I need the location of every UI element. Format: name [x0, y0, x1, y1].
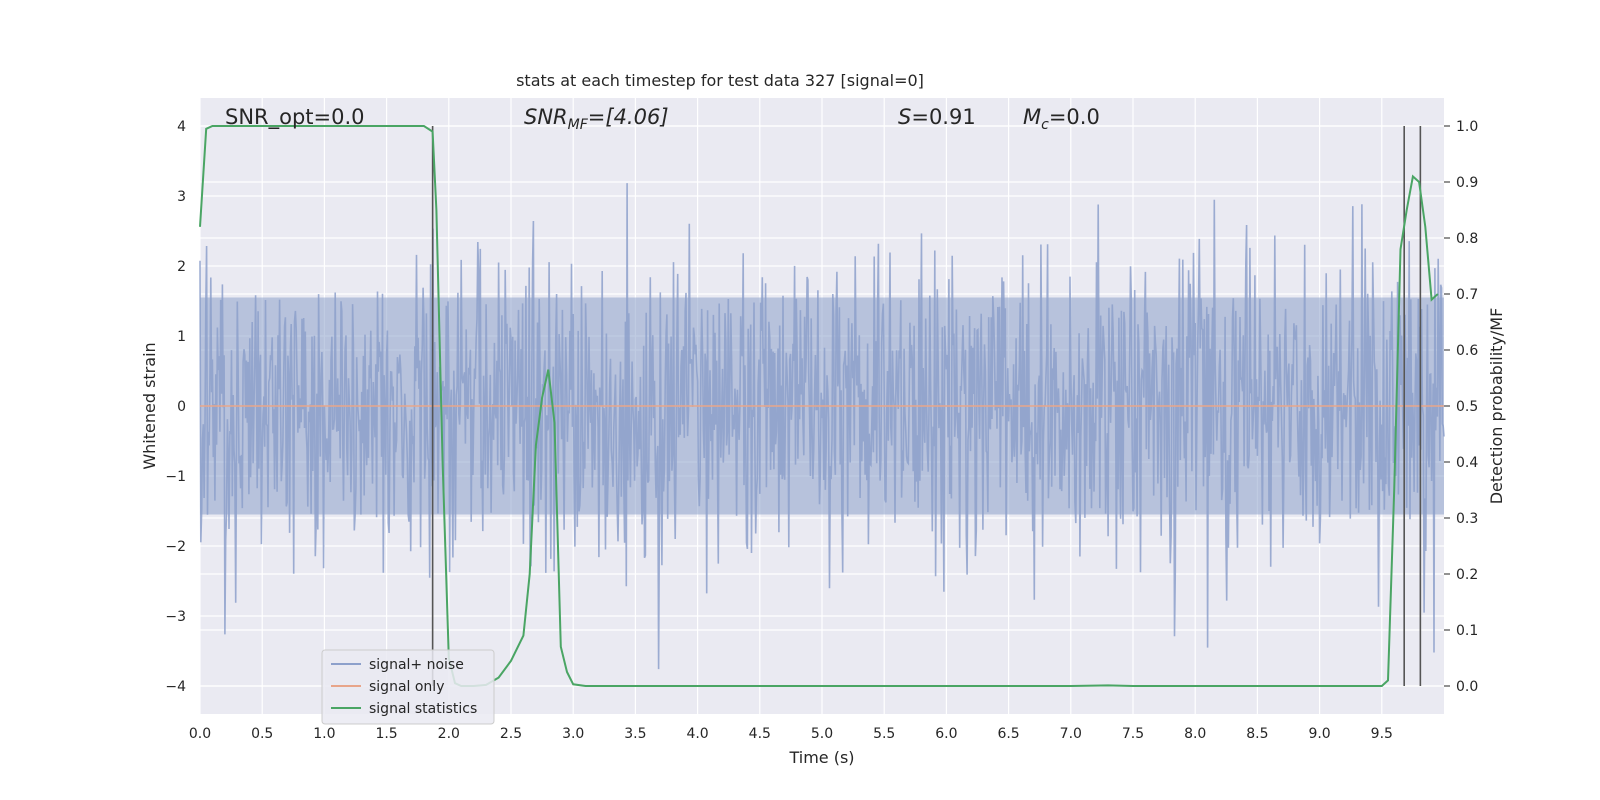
x-tick-label: 2.5 [500, 726, 522, 742]
x-tick-label: 2.0 [438, 726, 460, 742]
annotation-s: S=0.91 [898, 105, 976, 129]
x-tick-label: 6.0 [935, 726, 957, 742]
x-tick-label: 6.5 [997, 726, 1019, 742]
series-signal-statistics [199, 125, 1439, 687]
annotation-snr-mf: SNRMF=[4.06] [524, 105, 669, 133]
annotation-snr-mf-sub: MF [568, 117, 589, 133]
y-right-tick-label: 0.5 [1456, 399, 1478, 415]
x-tick-label: 4.0 [686, 726, 708, 742]
y-right-tick-label: 0.1 [1456, 623, 1478, 639]
y-right-tick-label: 0.8 [1456, 231, 1478, 247]
x-tick-label: 5.0 [811, 726, 833, 742]
chart-title: stats at each timestep for test data 327… [516, 71, 924, 90]
x-tick-label: 3.5 [624, 726, 646, 742]
x-axis-ticks: 0.0 0.5 1.0 1.5 2.0 2.5 3.0 3.5 4.0 4.5 5.0 5.5 6.0 6… [189, 726, 1393, 742]
annotation-mc: Mc=0.0 [1023, 105, 1100, 133]
x-tick-label: 8.5 [1246, 726, 1268, 742]
vertical-markers [431, 126, 1422, 686]
x-axis-label: Time (s) [788, 748, 854, 767]
y-right-tick-label: 1.0 [1456, 119, 1478, 135]
y-left-tick-label: −1 [165, 469, 186, 485]
annotation-snr-opt: SNR_opt=0.0 [225, 105, 365, 130]
x-tick-label: 1.0 [313, 726, 335, 742]
x-tick-label: 3.0 [562, 726, 584, 742]
annotation-mc-main: M [1023, 105, 1041, 129]
y-left-tick-label: −4 [165, 679, 186, 695]
y-right-tick-label: 0.6 [1456, 343, 1478, 359]
legend-label-signal-statistics: signal statistics [369, 701, 477, 717]
annotation-mc-sub: c [1041, 117, 1049, 133]
y-right-tick-label: 0.4 [1456, 455, 1478, 471]
x-tick-label: 9.0 [1308, 726, 1330, 742]
y-left-tick-label: 2 [177, 259, 186, 275]
annotation-snr-mf-value: =[4.06] [588, 105, 669, 129]
y-left-tick-label: −3 [165, 609, 186, 625]
legend: signal+ noise signal only signal statist… [321, 649, 495, 725]
y-left-tick-label: 4 [177, 119, 186, 135]
y-right-tick-label: 0.3 [1456, 511, 1478, 527]
x-tick-label: 0.0 [189, 726, 211, 742]
y-axis-right-label: Detection probability/MF [1487, 308, 1506, 505]
y-left-tick-label: 1 [177, 329, 186, 345]
y-left-tick-label: −2 [165, 539, 186, 555]
signal-statistics-line [199, 125, 1439, 687]
annotation-mc-value: =0.0 [1049, 105, 1100, 129]
y-axis-left-label: Whitened strain [140, 342, 159, 469]
x-tick-label: 9.5 [1371, 726, 1393, 742]
legend-label-signal-only: signal only [369, 679, 444, 695]
y-left-tick-label: 0 [177, 399, 186, 415]
y-axis-right-ticks: 0.0 0.1 0.2 0.3 0.4 0.5 0.6 0.7 0.8 0.9 1.0 [1444, 119, 1478, 695]
x-tick-label: 8.0 [1184, 726, 1206, 742]
annotation-snr-mf-main: SNR [524, 105, 568, 129]
x-tick-label: 5.5 [873, 726, 895, 742]
x-tick-label: 7.0 [1060, 726, 1082, 742]
y-right-tick-label: 0.2 [1456, 567, 1478, 583]
annotation-s-main: S [898, 105, 911, 129]
y-left-tick-label: 3 [177, 189, 186, 205]
y-right-tick-label: 0.9 [1456, 175, 1478, 191]
legend-box [321, 649, 495, 725]
x-tick-label: 7.5 [1122, 726, 1144, 742]
x-tick-label: 4.5 [749, 726, 771, 742]
annotation-s-value: =0.91 [911, 105, 975, 129]
legend-label-signal-noise: signal+ noise [369, 657, 464, 673]
y-axis-left-ticks: −4 −3 −2 −1 0 1 2 3 4 [165, 119, 186, 695]
x-tick-label: 1.5 [375, 726, 397, 742]
y-right-tick-label: 0.7 [1456, 287, 1478, 303]
x-tick-label: 0.5 [251, 726, 273, 742]
y-right-tick-label: 0.0 [1456, 679, 1478, 695]
